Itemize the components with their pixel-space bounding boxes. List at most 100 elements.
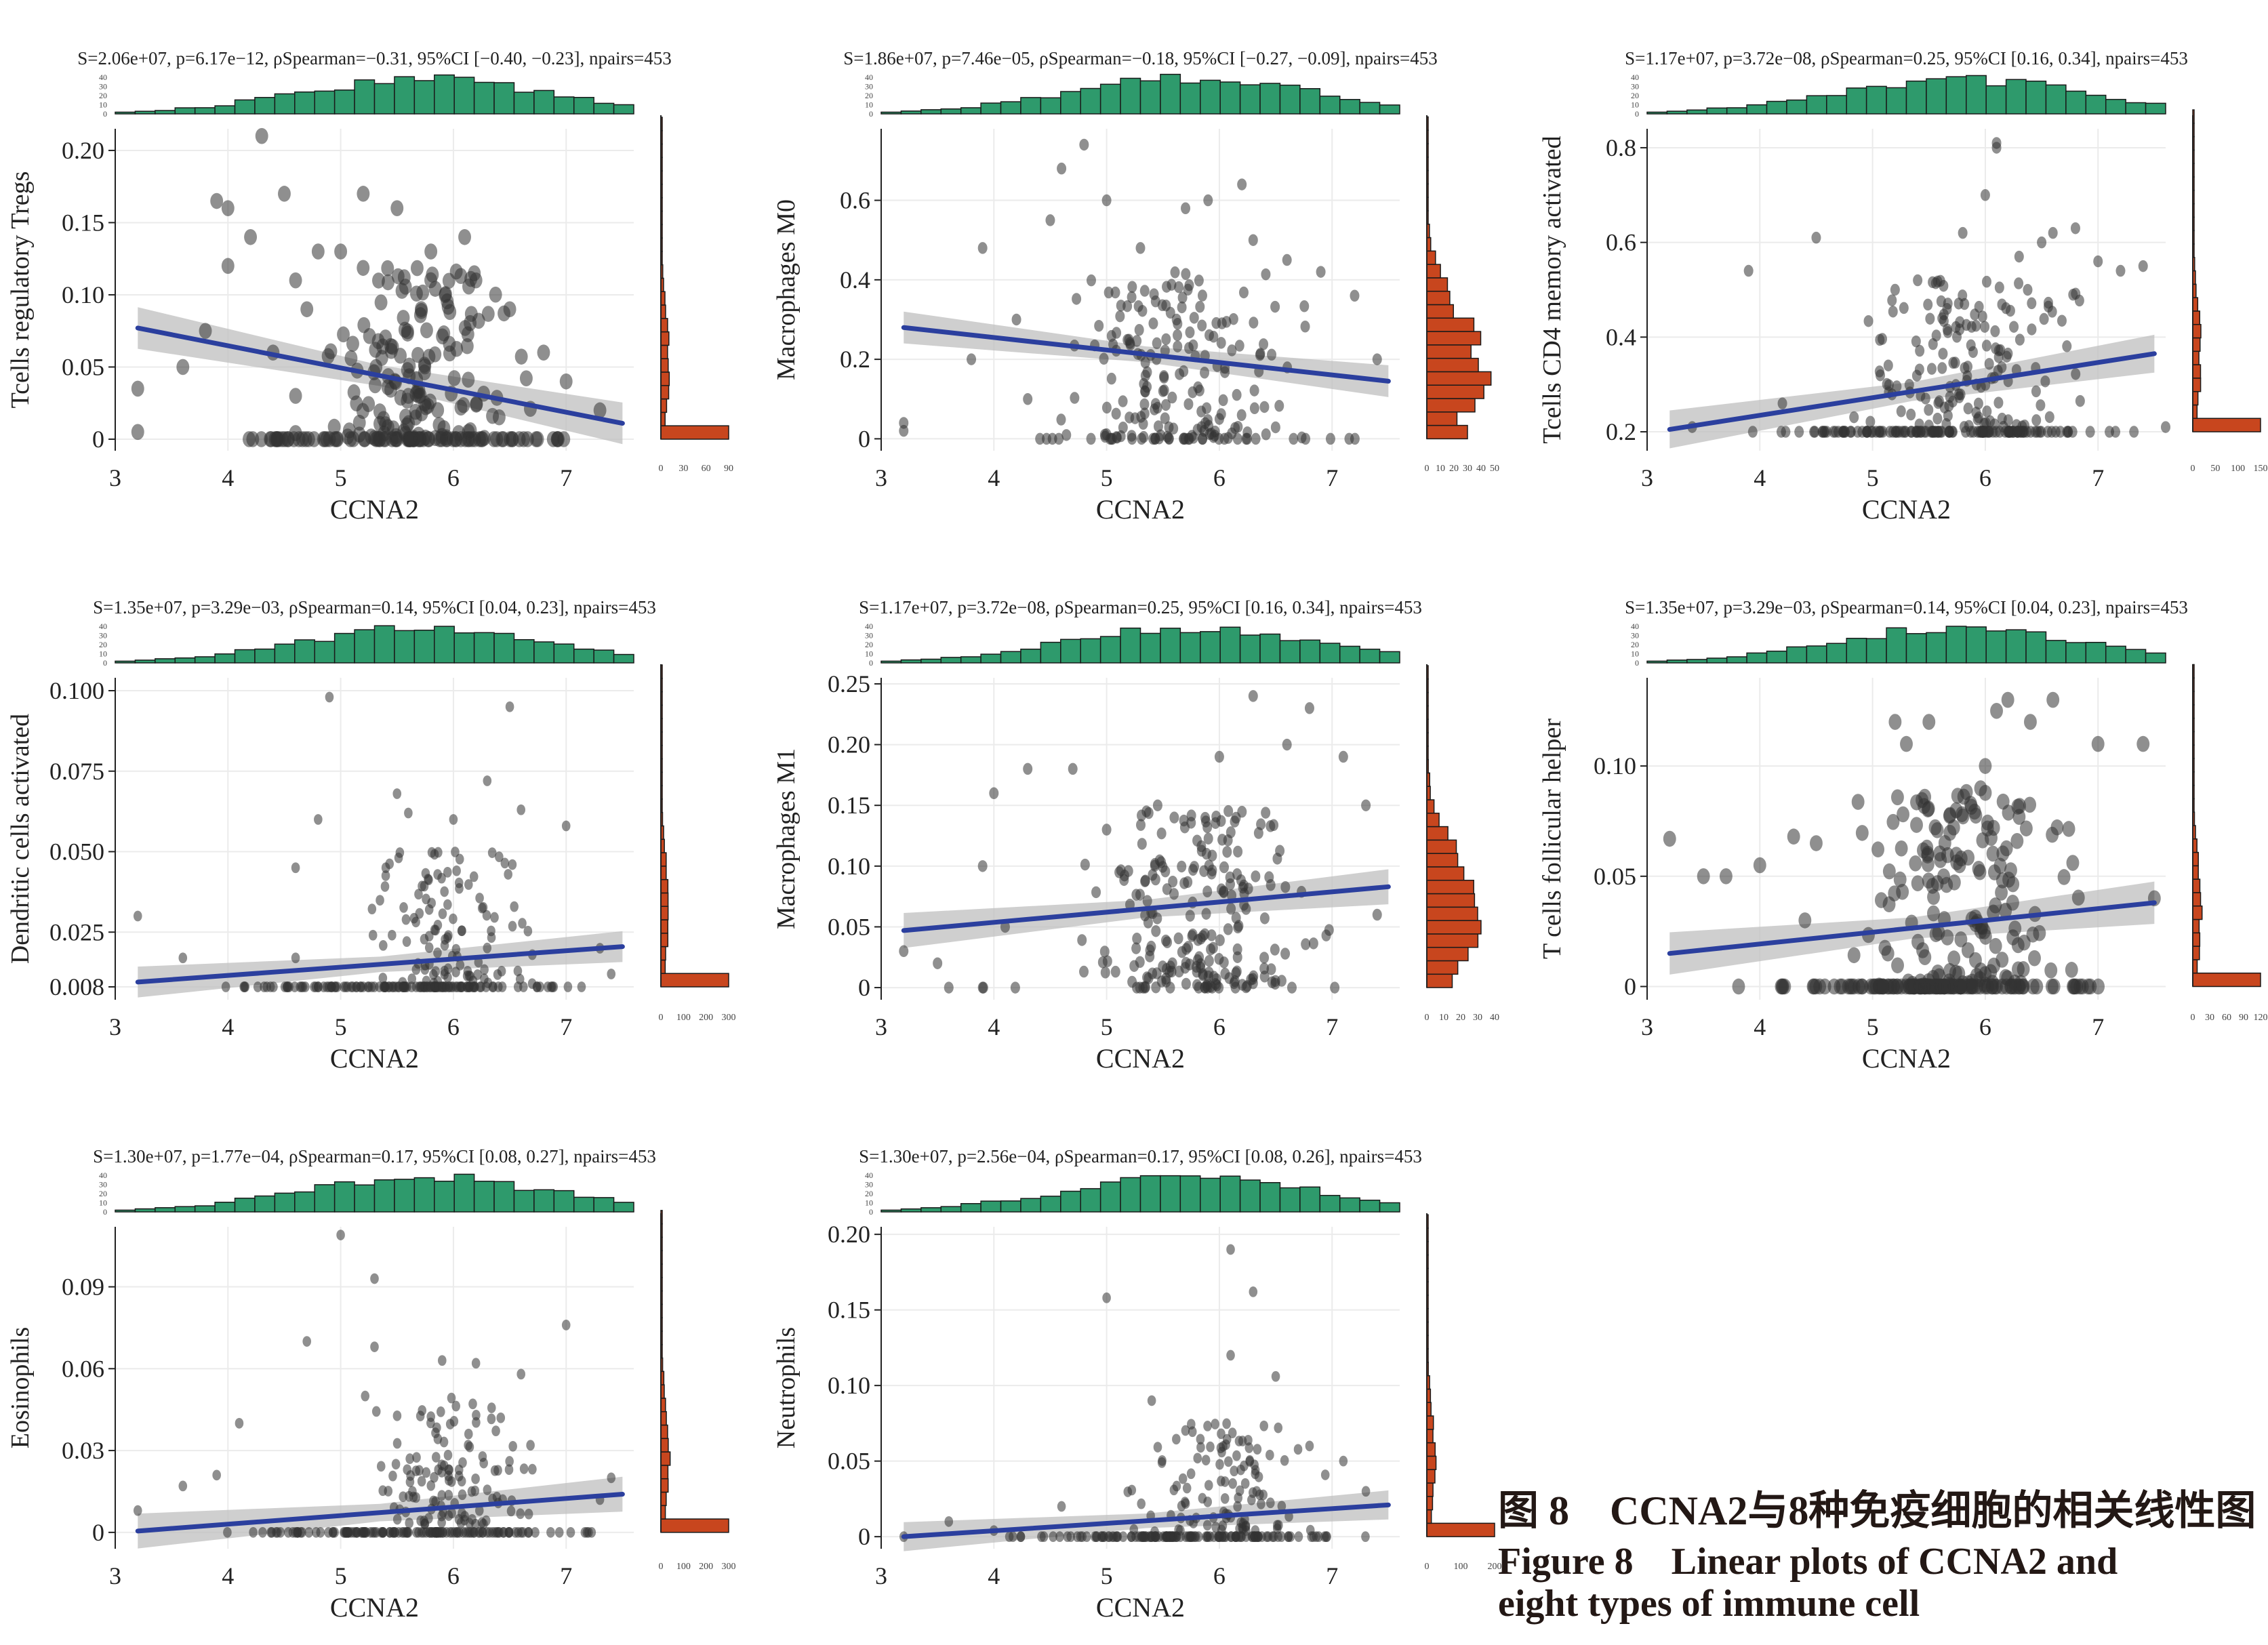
scatter-point bbox=[454, 399, 468, 416]
scatter-point bbox=[2001, 691, 2014, 708]
scatter-point bbox=[1277, 1501, 1287, 1511]
scatter-point bbox=[2023, 714, 2037, 730]
scatter-point bbox=[1233, 845, 1243, 858]
scatter-point bbox=[1237, 805, 1247, 818]
right-hist-bar bbox=[660, 344, 668, 359]
scatter-point bbox=[1344, 432, 1354, 445]
right-hist-bar bbox=[660, 425, 729, 440]
scatter-point bbox=[278, 186, 291, 202]
scatter-point bbox=[1997, 298, 2007, 310]
scatter-point bbox=[495, 431, 509, 447]
scatter-point bbox=[1152, 799, 1162, 811]
scatter-point bbox=[1753, 857, 1766, 874]
scatter-point bbox=[289, 272, 302, 289]
scatter-point bbox=[1100, 967, 1110, 979]
right-hist-tick: 90 bbox=[724, 464, 733, 474]
top-hist-bar bbox=[960, 107, 981, 115]
scatter-point bbox=[1933, 845, 1947, 861]
scatter-point bbox=[1192, 424, 1202, 436]
top-hist-bar bbox=[194, 1205, 216, 1213]
scatter-point bbox=[390, 431, 404, 447]
top-hist-bar bbox=[453, 77, 475, 115]
right-hist-bar bbox=[1426, 973, 1453, 988]
scatter-point bbox=[424, 942, 434, 953]
scatter-point bbox=[1080, 858, 1090, 871]
scatter-point bbox=[405, 1518, 414, 1528]
top-hist-bar bbox=[434, 626, 455, 664]
scatter-point bbox=[384, 1486, 393, 1497]
x-tick-label: 4 bbox=[222, 1013, 234, 1040]
y-tick-label: 0.2 bbox=[840, 346, 870, 373]
top-hist-bar bbox=[940, 108, 962, 115]
scatter-point bbox=[1135, 981, 1145, 994]
scatter-point bbox=[399, 1491, 407, 1503]
top-hist-bar bbox=[593, 1197, 615, 1213]
scatter-point bbox=[1987, 904, 2000, 921]
scatter-point bbox=[1183, 398, 1194, 410]
scatter-point bbox=[464, 1428, 473, 1440]
scatter-point bbox=[293, 1526, 302, 1538]
x-axis-label: CCNA2 bbox=[330, 494, 419, 525]
scatter-point bbox=[1233, 1501, 1242, 1512]
scatter-point bbox=[1185, 958, 1195, 971]
scatter-point bbox=[1960, 362, 1970, 374]
scatter-point bbox=[1041, 432, 1051, 445]
right-hist-bar bbox=[660, 318, 668, 333]
scatter-point bbox=[1214, 981, 1224, 994]
scatter-point bbox=[2085, 426, 2095, 438]
scatter-point bbox=[460, 338, 474, 354]
scatter-point bbox=[1179, 365, 1189, 378]
top-hist-bar bbox=[1200, 631, 1221, 664]
top-hist-bar bbox=[613, 1202, 634, 1213]
scatter-point bbox=[489, 286, 502, 303]
scatter-point bbox=[455, 1526, 464, 1538]
top-hist-bar bbox=[553, 96, 575, 115]
scatter-point bbox=[1219, 886, 1229, 899]
scatter-point bbox=[1270, 421, 1280, 434]
scatter-point bbox=[311, 243, 325, 260]
right-hist-tick: 10 bbox=[1436, 464, 1445, 474]
scatter-point bbox=[1158, 1455, 1167, 1466]
scatter-point bbox=[1194, 275, 1204, 287]
scatter-point bbox=[1167, 965, 1177, 978]
scatter-point bbox=[1968, 426, 1979, 438]
top-hist-bar bbox=[174, 107, 196, 115]
y-tick-label: 0.025 bbox=[49, 918, 104, 946]
y-tick-label: 0.10 bbox=[828, 1372, 870, 1399]
scatter-point bbox=[342, 1526, 351, 1538]
top-hist-tick: 20 bbox=[99, 640, 107, 649]
right-hist-bar bbox=[660, 933, 669, 948]
top-hist-bar bbox=[453, 1173, 475, 1213]
scatter-point bbox=[399, 981, 408, 992]
top-hist-bar bbox=[1359, 102, 1381, 115]
scatter-point bbox=[554, 1526, 564, 1538]
scatter-point bbox=[1996, 872, 2009, 889]
top-hist-bar bbox=[1179, 1175, 1201, 1213]
scatter-point bbox=[1160, 344, 1170, 357]
top-hist-bar bbox=[1279, 640, 1301, 664]
scatter-point bbox=[1009, 1531, 1017, 1543]
scatter-point bbox=[1787, 828, 1800, 845]
scatter-point bbox=[487, 847, 497, 858]
scatter-point bbox=[1847, 947, 1861, 964]
scatter-point bbox=[438, 908, 447, 919]
scatter-point bbox=[347, 384, 361, 401]
y-tick-label: 0.6 bbox=[840, 187, 870, 214]
scatter-point bbox=[1372, 908, 1382, 921]
top-hist-bar bbox=[1080, 1187, 1101, 1213]
scatter-point bbox=[1228, 1427, 1237, 1439]
top-hist-bar bbox=[1020, 97, 1042, 115]
right-hist-bar bbox=[1426, 424, 1468, 440]
scatter-point bbox=[419, 399, 432, 415]
right-hist-bar bbox=[1426, 960, 1459, 975]
scatter-point bbox=[1241, 432, 1251, 445]
scatter-point bbox=[2046, 691, 2060, 708]
scatter-point bbox=[368, 929, 378, 941]
top-hist-bar bbox=[314, 1184, 336, 1213]
chart-panel-3: S=1.17e+07, p=3.72e−08, ρSpearman=0.25, … bbox=[1538, 48, 2268, 525]
scatter-point bbox=[1882, 378, 1892, 390]
scatter-point bbox=[178, 952, 188, 964]
scatter-point bbox=[1086, 274, 1096, 287]
figure-caption-english-line2: eight types of immune cell bbox=[1498, 1583, 1920, 1625]
